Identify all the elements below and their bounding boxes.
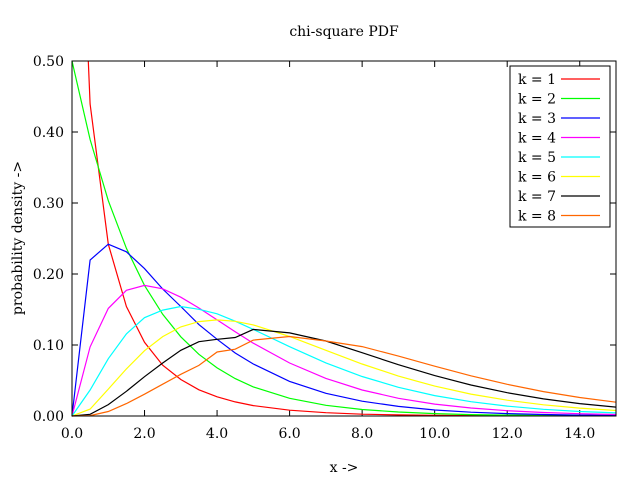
legend-label: k = 4: [518, 131, 556, 147]
legend-label: k = 5: [518, 150, 556, 166]
x-tick-label: 12.0: [492, 426, 523, 442]
x-tick-label: 8.0: [351, 426, 373, 442]
y-tick-label: 0.50: [33, 54, 64, 70]
legend-label: k = 6: [518, 170, 556, 186]
y-tick-label: 0.30: [33, 196, 64, 212]
legend-label: k = 1: [518, 72, 556, 88]
legend-label: k = 7: [518, 189, 556, 205]
series-line-k2: [71, 60, 617, 417]
series-line-k7: [71, 328, 617, 417]
y-tick-label: 0.20: [33, 267, 64, 283]
y-tick-label: 0.10: [33, 338, 64, 354]
plot-frame: [71, 60, 617, 417]
series-line-k3: [71, 243, 617, 417]
series-line-k4: [71, 284, 617, 417]
x-tick-label: 10.0: [419, 426, 450, 442]
x-axis-label: x ->: [330, 460, 359, 476]
x-tick-label: 2.0: [133, 426, 155, 442]
legend-box: [509, 65, 611, 228]
y-tick-label: 0.00: [33, 409, 64, 425]
y-axis-label: probability density ->: [10, 161, 26, 315]
legend-label: k = 3: [518, 111, 556, 127]
x-tick-label: 14.0: [564, 426, 595, 442]
legend-label: k = 8: [518, 209, 556, 225]
x-tick-label: 0.0: [61, 426, 83, 442]
legend: k = 1 k = 2 k = 3 k = 4 k = 5 k = 6 k = 7 k = 8: [509, 65, 611, 228]
chart-title: chi-square PDF: [289, 24, 399, 40]
legend-label: k = 2: [518, 92, 556, 108]
series-line-k6: [71, 319, 617, 417]
y-tick-label: 0.40: [33, 125, 64, 141]
y-ticks: 0.00 0.10 0.20 0.30 0.40 0.50: [33, 54, 616, 425]
x-tick-label: 6.0: [278, 426, 300, 442]
series-line-k8: [71, 335, 617, 417]
series-line-k5: [71, 305, 617, 417]
x-tick-label: 4.0: [206, 426, 228, 442]
